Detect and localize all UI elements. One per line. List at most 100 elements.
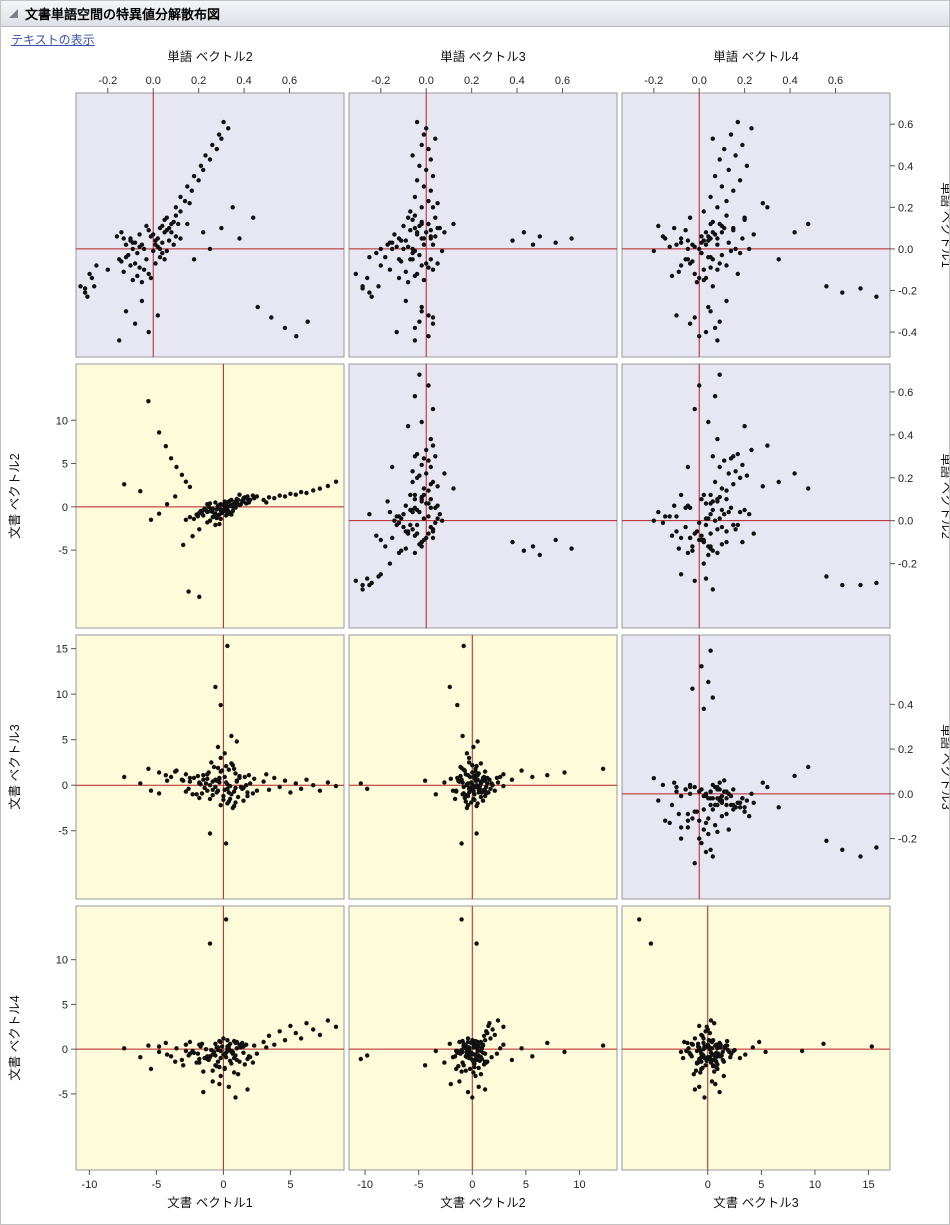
- data-point[interactable]: [706, 679, 711, 685]
- data-point[interactable]: [311, 1027, 316, 1032]
- data-point[interactable]: [691, 1072, 696, 1077]
- data-point[interactable]: [660, 234, 666, 239]
- data-point[interactable]: [510, 539, 515, 545]
- data-point[interactable]: [231, 766, 237, 771]
- data-point[interactable]: [162, 217, 167, 222]
- data-point[interactable]: [201, 508, 206, 513]
- data-point[interactable]: [685, 238, 691, 243]
- data-point[interactable]: [148, 1066, 154, 1072]
- data-point[interactable]: [464, 751, 470, 756]
- data-point[interactable]: [412, 454, 418, 459]
- data-point[interactable]: [710, 230, 715, 235]
- data-point[interactable]: [501, 772, 506, 777]
- data-point[interactable]: [396, 275, 402, 281]
- data-point[interactable]: [419, 263, 424, 268]
- data-point[interactable]: [478, 779, 484, 784]
- data-point[interactable]: [728, 505, 734, 510]
- data-point[interactable]: [424, 447, 429, 453]
- data-point[interactable]: [213, 1053, 218, 1058]
- data-point[interactable]: [706, 304, 711, 310]
- data-point[interactable]: [173, 1059, 178, 1064]
- data-point[interactable]: [252, 776, 257, 781]
- data-point[interactable]: [706, 831, 711, 837]
- data-point[interactable]: [367, 255, 372, 260]
- data-point[interactable]: [637, 917, 642, 922]
- data-point[interactable]: [471, 1070, 476, 1075]
- data-point[interactable]: [225, 643, 230, 649]
- data-point[interactable]: [141, 246, 147, 252]
- data-point[interactable]: [225, 1038, 230, 1043]
- data-point[interactable]: [235, 1072, 241, 1077]
- data-point[interactable]: [261, 1039, 266, 1045]
- data-point[interactable]: [195, 773, 201, 779]
- data-point[interactable]: [459, 1069, 464, 1074]
- data-point[interactable]: [201, 167, 206, 173]
- data-point[interactable]: [686, 1046, 691, 1051]
- data-point[interactable]: [455, 702, 460, 708]
- data-point[interactable]: [288, 491, 293, 496]
- data-point[interactable]: [201, 230, 206, 235]
- data-point[interactable]: [412, 194, 418, 200]
- data-point[interactable]: [692, 271, 697, 277]
- data-point[interactable]: [424, 501, 429, 506]
- data-point[interactable]: [218, 1039, 223, 1045]
- data-point[interactable]: [651, 518, 656, 523]
- data-point[interactable]: [710, 499, 715, 504]
- data-point[interactable]: [482, 1038, 488, 1043]
- data-point[interactable]: [121, 236, 126, 241]
- data-point[interactable]: [715, 550, 720, 556]
- data-point[interactable]: [163, 444, 168, 449]
- data-point[interactable]: [189, 188, 194, 193]
- data-point[interactable]: [660, 520, 666, 525]
- data-point[interactable]: [410, 469, 415, 474]
- data-point[interactable]: [710, 1038, 716, 1043]
- data-point[interactable]: [715, 527, 720, 532]
- data-point[interactable]: [476, 1065, 481, 1071]
- data-point[interactable]: [245, 790, 250, 795]
- data-point[interactable]: [694, 529, 700, 534]
- data-point[interactable]: [858, 582, 863, 588]
- data-point[interactable]: [651, 248, 656, 254]
- data-point[interactable]: [733, 469, 738, 474]
- data-point[interactable]: [178, 209, 183, 214]
- data-point[interactable]: [447, 684, 452, 690]
- data-point[interactable]: [721, 1073, 726, 1079]
- data-point[interactable]: [718, 1042, 723, 1047]
- data-point[interactable]: [722, 778, 727, 783]
- data-point[interactable]: [672, 503, 677, 508]
- data-point[interactable]: [174, 1046, 179, 1051]
- data-point[interactable]: [792, 773, 797, 779]
- data-point[interactable]: [448, 1081, 453, 1087]
- data-point[interactable]: [233, 800, 238, 805]
- data-point[interactable]: [706, 419, 711, 425]
- data-point[interactable]: [282, 778, 288, 783]
- data-point[interactable]: [408, 492, 413, 498]
- data-point[interactable]: [119, 230, 124, 235]
- data-point[interactable]: [569, 546, 574, 551]
- data-point[interactable]: [485, 781, 490, 786]
- data-point[interactable]: [656, 223, 661, 229]
- data-point[interactable]: [708, 309, 713, 314]
- data-point[interactable]: [697, 275, 702, 281]
- data-point[interactable]: [137, 232, 142, 237]
- data-point[interactable]: [473, 1056, 478, 1062]
- panel-background[interactable]: [75, 634, 345, 900]
- data-point[interactable]: [703, 242, 709, 247]
- data-point[interactable]: [210, 142, 215, 148]
- data-point[interactable]: [242, 1062, 247, 1067]
- data-point[interactable]: [481, 1033, 487, 1039]
- data-point[interactable]: [717, 516, 722, 521]
- data-point[interactable]: [426, 146, 431, 152]
- data-point[interactable]: [405, 215, 411, 220]
- data-point[interactable]: [692, 784, 697, 790]
- data-point[interactable]: [153, 261, 158, 266]
- data-point[interactable]: [701, 706, 706, 711]
- data-point[interactable]: [419, 236, 424, 241]
- data-point[interactable]: [708, 265, 713, 270]
- scatter-panel-r3c3[interactable]: [621, 634, 891, 900]
- data-point[interactable]: [488, 1036, 493, 1041]
- data-point[interactable]: [426, 334, 431, 339]
- data-point[interactable]: [824, 284, 829, 289]
- data-point[interactable]: [724, 198, 729, 204]
- data-point[interactable]: [489, 1055, 494, 1060]
